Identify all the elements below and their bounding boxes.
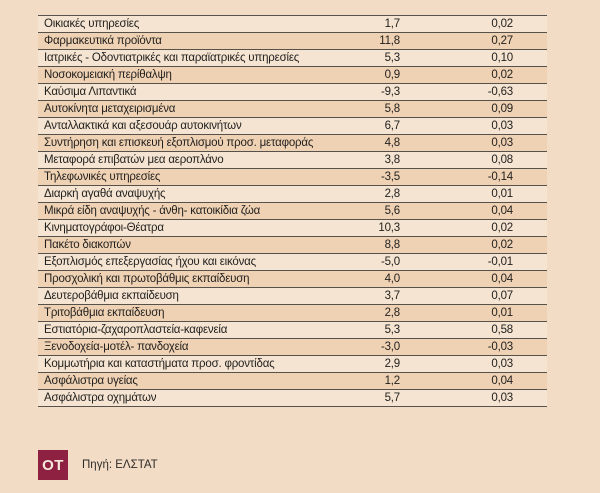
table-row: Νοσοκομειακή περίθαλψη 0,9 0,02 (38, 67, 547, 84)
footer: OT Πηγή: ΕΛΣΤΑΤ (38, 450, 158, 480)
ot-logo: OT (38, 450, 68, 480)
row-category-label: Διαρκή αγαθά αναψυχής (44, 188, 166, 200)
row-contribution-value: 0,03 (491, 392, 513, 404)
row-percent-change-value: 3,7 (384, 290, 401, 302)
row-category-label: Πακέτο διακοπών (44, 239, 131, 251)
row-category-label: Νοσοκομειακή περίθαλψη (44, 69, 172, 81)
row-contribution-value: 0,58 (491, 324, 513, 336)
row-contribution-value: 0,10 (491, 52, 513, 64)
table-row: Ιατρικές - Οδοντιατρικές και παραϊατρικέ… (38, 50, 547, 67)
row-category-label: Αυτοκίνητα μεταχειρισμένα (44, 103, 176, 115)
row-category-label: Φαρμακευτικά προϊόντα (44, 35, 162, 47)
row-category-label: Ασφάλιστρα οχημάτων (44, 392, 157, 404)
row-contribution-value: 0,04 (491, 205, 513, 217)
row-percent-change-value: 5,6 (384, 205, 401, 217)
cpi-categories-table: Οικιακές υπηρεσίες 1,7 0,02 Φαρμακευτικά πρ… (38, 15, 547, 407)
row-category-label: Τριτοβάθμια εκπαίδευση (44, 307, 165, 319)
row-percent-change-value: 4,0 (384, 273, 401, 285)
row-contribution-value: 0,03 (491, 120, 513, 132)
row-contribution-value: 0,02 (491, 18, 513, 30)
table-row: Προσχολική και πρωτοβάθμις εκπαίδευση 4,0… (38, 271, 547, 288)
row-percent-change-value: -3,0 (380, 341, 400, 353)
table-row: Αυτοκίνητα μεταχειρισμένα 5,8 0,09 (38, 101, 547, 118)
row-percent-change-value: 1,2 (384, 375, 401, 387)
row-category-label: Συντήρηση και επισκευή εξοπλισμού προσ. … (44, 137, 314, 149)
row-category-label: Προσχολική και πρωτοβάθμις εκπαίδευση (44, 273, 250, 285)
row-percent-change-value: 5,8 (384, 103, 401, 115)
row-category-label: Δευτεροβάθμια εκπαίδευση (44, 290, 179, 302)
row-percent-change-value: 2,8 (384, 188, 401, 200)
table-row: Φαρμακευτικά προϊόντα 11,8 0,27 (38, 33, 547, 50)
table-row: Μικρά είδη αναψυχής - άνθη- κατοικίδια ζ… (38, 203, 547, 220)
row-percent-change-value: 6,7 (384, 120, 401, 132)
table-row: Ανταλλακτικά και αξεσουάρ αυτοκινήτων 6,7… (38, 118, 547, 135)
row-contribution-value: 0,03 (491, 137, 513, 149)
row-contribution-value: 0,01 (491, 307, 513, 319)
row-contribution-value: -0,01 (487, 256, 513, 268)
row-percent-change-value: 8,8 (384, 239, 401, 251)
row-category-label: Μεταφορά επιβατών μεα αεροπλάνο (44, 154, 224, 166)
table-row: Ασφάλιστρα οχημάτων 5,7 0,03 (38, 390, 547, 407)
row-contribution-value: 0,01 (491, 188, 513, 200)
row-percent-change-value: -5,0 (380, 256, 400, 268)
row-contribution-value: -0,14 (487, 171, 513, 183)
table-row: Ασφάλιστρα υγείας 1,2 0,04 (38, 373, 547, 390)
table-row: Μεταφορά επιβατών μεα αεροπλάνο 3,8 0,08 (38, 152, 547, 169)
row-category-label: Καύσιμα Λιπαντικά (44, 86, 137, 98)
row-category-label: Κομμωτήρια και καταστήματα προσ. φροντίδ… (44, 358, 275, 370)
row-contribution-value: 0,07 (491, 290, 513, 302)
row-category-label: Ανταλλακτικά και αξεσουάρ αυτοκινήτων (44, 120, 242, 132)
row-contribution-value: 0,02 (491, 239, 513, 251)
row-category-label: Εστιατόρια-ζαχαροπλαστεία-καφενεία (44, 324, 228, 336)
row-percent-change-value: 4,8 (384, 137, 401, 149)
row-contribution-value: -0,03 (487, 341, 513, 353)
table-row: Εστιατόρια-ζαχαροπλαστεία-καφενεία 5,3 0,5… (38, 322, 547, 339)
row-category-label: Ξενοδοχεία-μοτέλ- πανδοχεία (44, 341, 189, 353)
row-percent-change-value: 5,3 (384, 324, 401, 336)
row-percent-change-value: 2,9 (384, 358, 401, 370)
row-percent-change-value: -9,3 (380, 86, 400, 98)
table-row: Συντήρηση και επισκευή εξοπλισμού προσ. … (38, 135, 547, 152)
table-row: Κομμωτήρια και καταστήματα προσ. φροντίδ… (38, 356, 547, 373)
row-contribution-value: 0,04 (491, 273, 513, 285)
row-contribution-value: 0,08 (491, 154, 513, 166)
table-row: Δευτεροβάθμια εκπαίδευση 3,7 0,07 (38, 288, 547, 305)
row-percent-change-value: -3,5 (380, 171, 400, 183)
row-category-label: Ιατρικές - Οδοντιατρικές και παραϊατρικέ… (44, 52, 300, 64)
table-row: Πακέτο διακοπών 8,8 0,02 (38, 237, 547, 254)
row-percent-change-value: 5,3 (384, 52, 401, 64)
row-contribution-value: 0,09 (491, 103, 513, 115)
row-category-label: Ασφάλιστρα υγείας (44, 375, 138, 387)
row-contribution-value: 0,27 (491, 35, 513, 47)
row-category-label: Μικρά είδη αναψυχής - άνθη- κατοικίδια ζ… (44, 205, 261, 217)
row-percent-change-value: 10,3 (378, 222, 400, 234)
row-contribution-value: 0,04 (491, 375, 513, 387)
row-contribution-value: 0,03 (491, 358, 513, 370)
row-percent-change-value: 2,8 (384, 307, 401, 319)
row-category-label: Οικιακές υπηρεσίες (44, 18, 140, 30)
row-percent-change-value: 3,8 (384, 154, 401, 166)
table-row: Κινηματογράφοι-Θέατρα 10,3 0,02 (38, 220, 547, 237)
source-text: Πηγή: ΕΛΣΤΑΤ (82, 459, 158, 471)
table-row: Εξοπλισμός επεξεργασίας ήχου και εικόνας… (38, 254, 547, 271)
row-percent-change-value: 5,7 (384, 392, 401, 404)
row-contribution-value: -0,63 (487, 86, 513, 98)
row-contribution-value: 0,02 (491, 222, 513, 234)
table-row: Διαρκή αγαθά αναψυχής 2,8 0,01 (38, 186, 547, 203)
row-category-label: Εξοπλισμός επεξεργασίας ήχου και εικόνας (44, 256, 256, 268)
table-row: Τριτοβάθμια εκπαίδευση 2,8 0,01 (38, 305, 547, 322)
table-row: Οικιακές υπηρεσίες 1,7 0,02 (38, 16, 547, 33)
row-percent-change-value: 1,7 (384, 18, 401, 30)
table-row: Ξενοδοχεία-μοτέλ- πανδοχεία -3,0 -0,03 (38, 339, 547, 356)
row-category-label: Κινηματογράφοι-Θέατρα (44, 222, 164, 234)
table-row: Καύσιμα Λιπαντικά -9,3 -0,63 (38, 84, 547, 101)
row-percent-change-value: 11,8 (379, 35, 400, 47)
row-contribution-value: 0,02 (491, 69, 513, 81)
row-percent-change-value: 0,9 (384, 69, 401, 81)
table-row: Τηλεφωνικές υπηρεσίες -3,5 -0,14 (38, 169, 547, 186)
row-category-label: Τηλεφωνικές υπηρεσίες (44, 171, 161, 183)
